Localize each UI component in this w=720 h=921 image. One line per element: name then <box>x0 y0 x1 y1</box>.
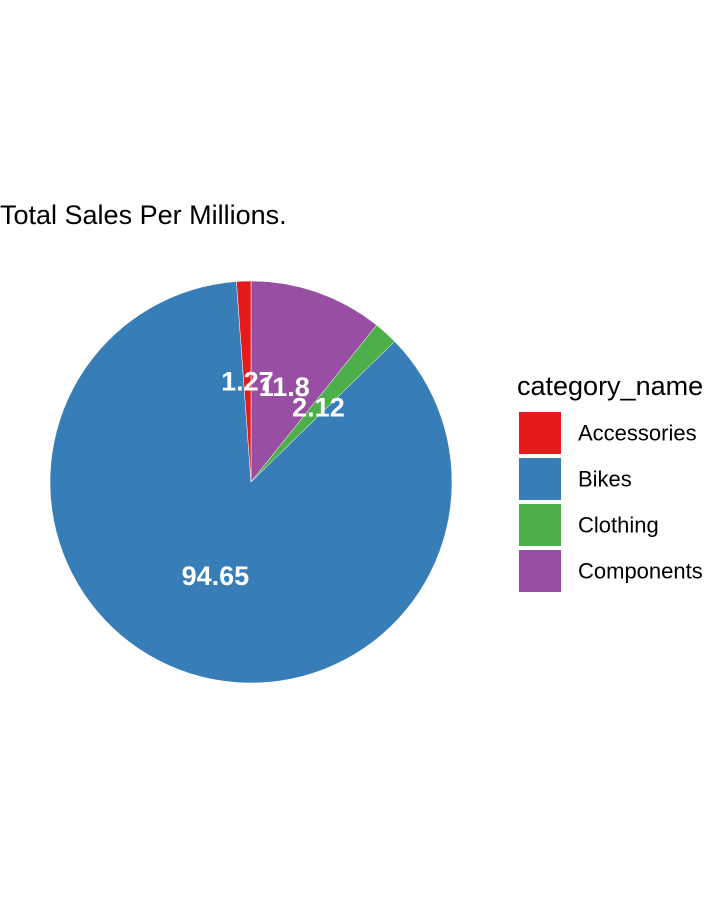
legend-title: category_name <box>517 371 703 401</box>
pie-labels: 11.82.12 94.65 1.27 <box>182 367 345 591</box>
slice-label-accessories: 1.27 <box>221 367 274 397</box>
legend: category_name Accessories Bikes Clothing Co… <box>517 371 703 592</box>
pie-slice-accessories <box>236 280 252 483</box>
chart-title: Total Sales Per Millions. <box>0 200 287 230</box>
slice-label-bikes: 94.65 <box>182 561 250 591</box>
legend-key-accessories <box>519 412 561 454</box>
pie-slice-bikes <box>49 281 453 684</box>
legend-label-bikes: Bikes <box>578 467 632 492</box>
legend-key-clothing <box>519 504 561 546</box>
legend-label-components: Components <box>578 559 703 584</box>
legend-key-components <box>519 550 561 592</box>
legend-label-clothing: Clothing <box>578 513 659 538</box>
slice-label-clothing: 2.12 <box>292 392 345 422</box>
slice-label-components: 11.8 <box>259 372 310 402</box>
pie-slices <box>49 280 453 684</box>
legend-label-accessories: Accessories <box>578 421 697 446</box>
pie-slice-components <box>250 280 377 483</box>
legend-key-bikes <box>519 458 561 500</box>
